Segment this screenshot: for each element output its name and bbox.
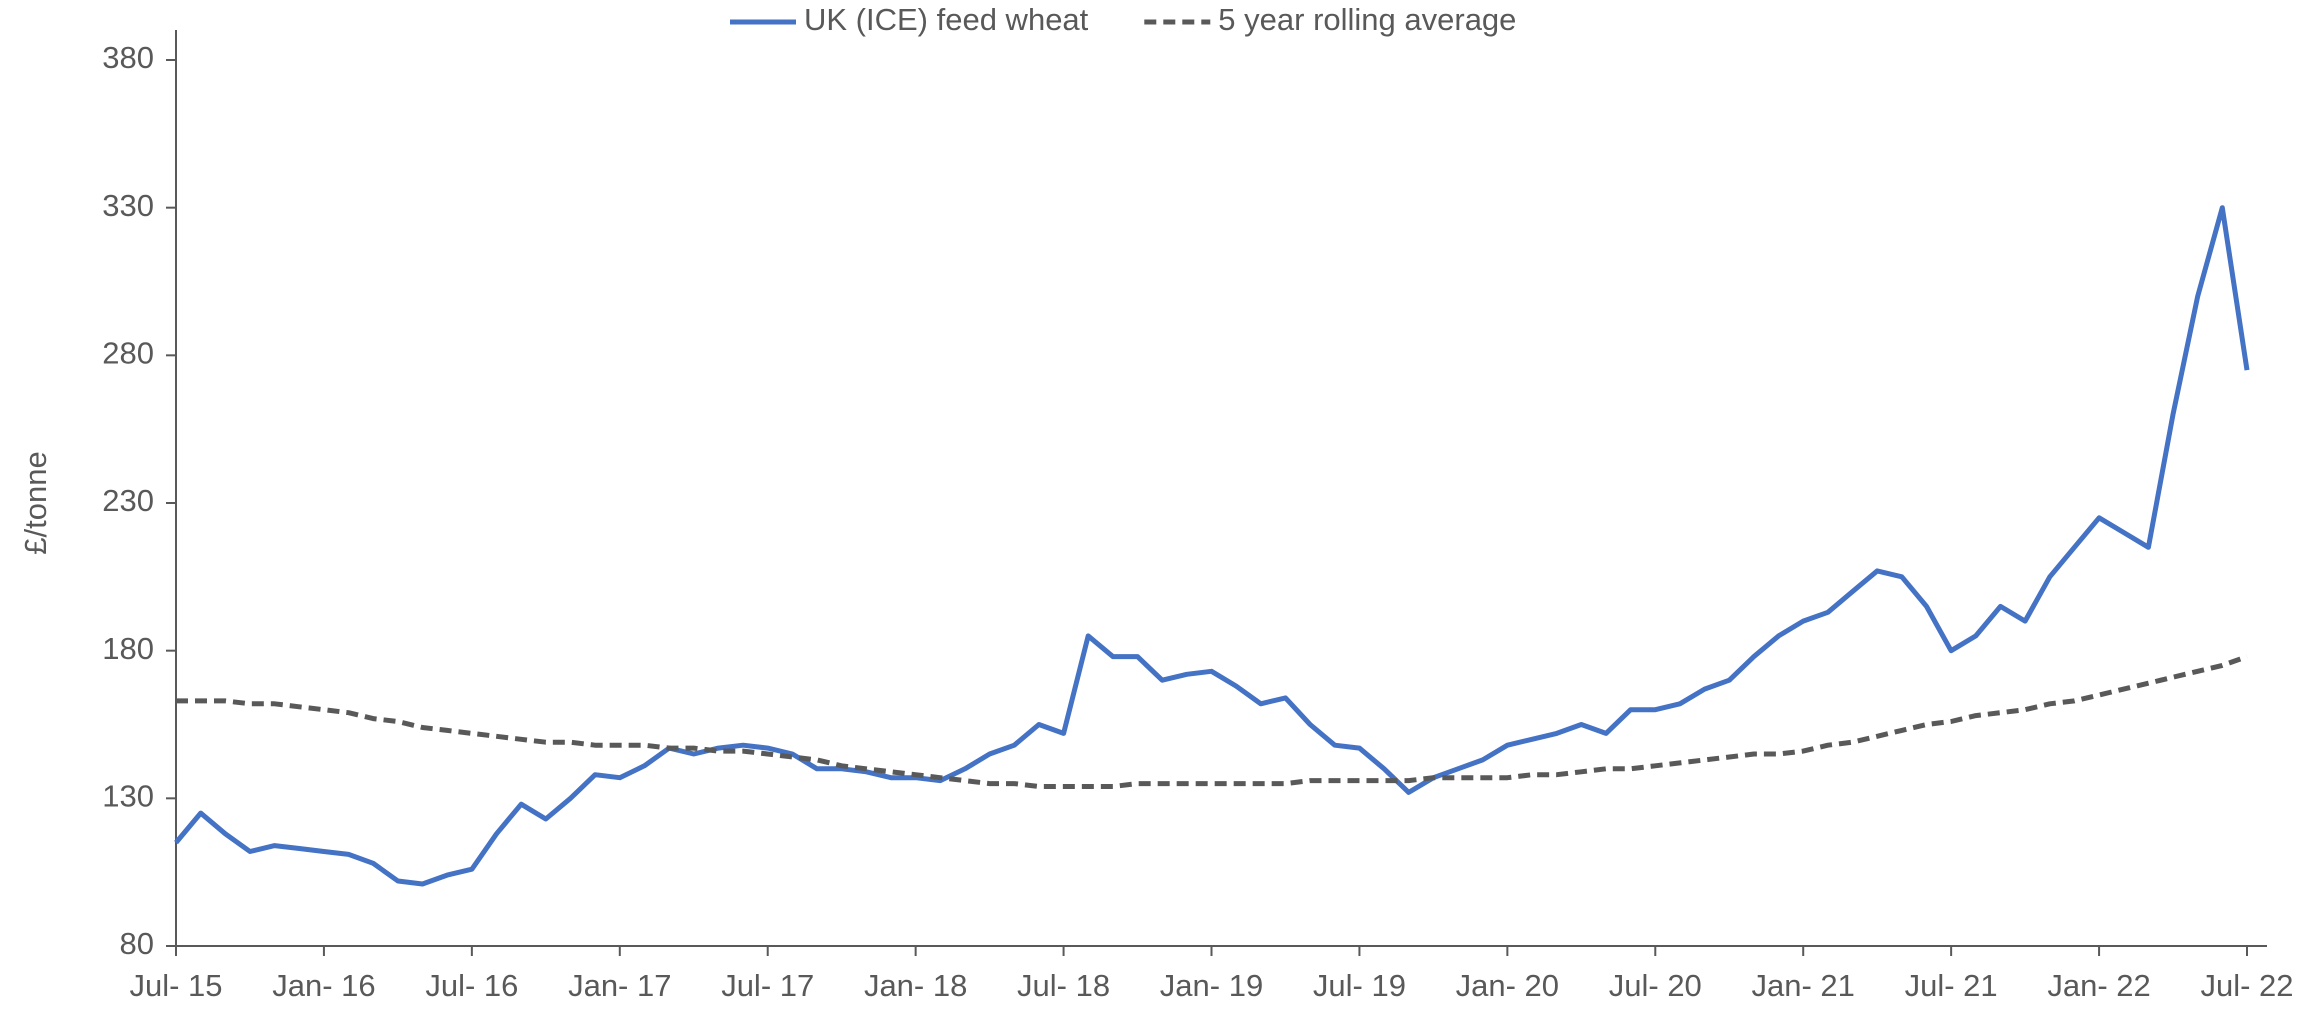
x-tick-label: Jan- 20 bbox=[1456, 968, 1559, 1003]
series-line bbox=[176, 654, 2248, 789]
x-tick-label: Jul- 18 bbox=[1017, 968, 1110, 1003]
y-tick-label: 80 bbox=[120, 926, 154, 961]
x-tick-label: Jan- 19 bbox=[1160, 968, 1263, 1003]
y-tick-label: 180 bbox=[102, 631, 154, 666]
x-tick-label: Jul- 20 bbox=[1609, 968, 1702, 1003]
y-tick-label: 380 bbox=[102, 40, 154, 75]
x-tick-label: Jul- 19 bbox=[1313, 968, 1406, 1003]
x-tick-label: Jul- 22 bbox=[2200, 968, 2293, 1003]
y-axis-label: £/tonne bbox=[18, 451, 53, 554]
y-tick-label: 280 bbox=[102, 336, 154, 371]
x-tick-label: Jan- 18 bbox=[864, 968, 967, 1003]
x-tick-label: Jul- 16 bbox=[425, 968, 518, 1003]
legend-label: 5 year rolling average bbox=[1218, 2, 1516, 37]
x-tick-label: Jan- 17 bbox=[568, 968, 671, 1003]
x-tick-label: Jan- 16 bbox=[272, 968, 375, 1003]
x-tick-label: Jul- 17 bbox=[721, 968, 814, 1003]
x-tick-label: Jan- 21 bbox=[1752, 968, 1855, 1003]
y-tick-label: 230 bbox=[102, 483, 154, 518]
legend-label: UK (ICE) feed wheat bbox=[804, 2, 1089, 37]
y-tick-label: 330 bbox=[102, 188, 154, 223]
x-tick-label: Jul- 15 bbox=[129, 968, 222, 1003]
y-tick-label: 130 bbox=[102, 779, 154, 814]
x-tick-label: Jul- 21 bbox=[1905, 968, 1998, 1003]
series-line bbox=[174, 205, 2250, 887]
x-tick-label: Jan- 22 bbox=[2047, 968, 2150, 1003]
